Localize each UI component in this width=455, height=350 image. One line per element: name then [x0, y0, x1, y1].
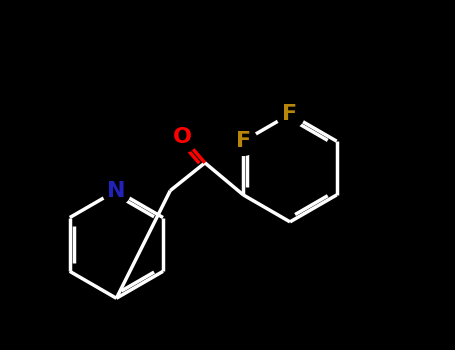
Text: F: F [236, 131, 251, 151]
Text: N: N [107, 181, 126, 201]
Text: O: O [173, 127, 192, 147]
Text: F: F [283, 104, 298, 124]
